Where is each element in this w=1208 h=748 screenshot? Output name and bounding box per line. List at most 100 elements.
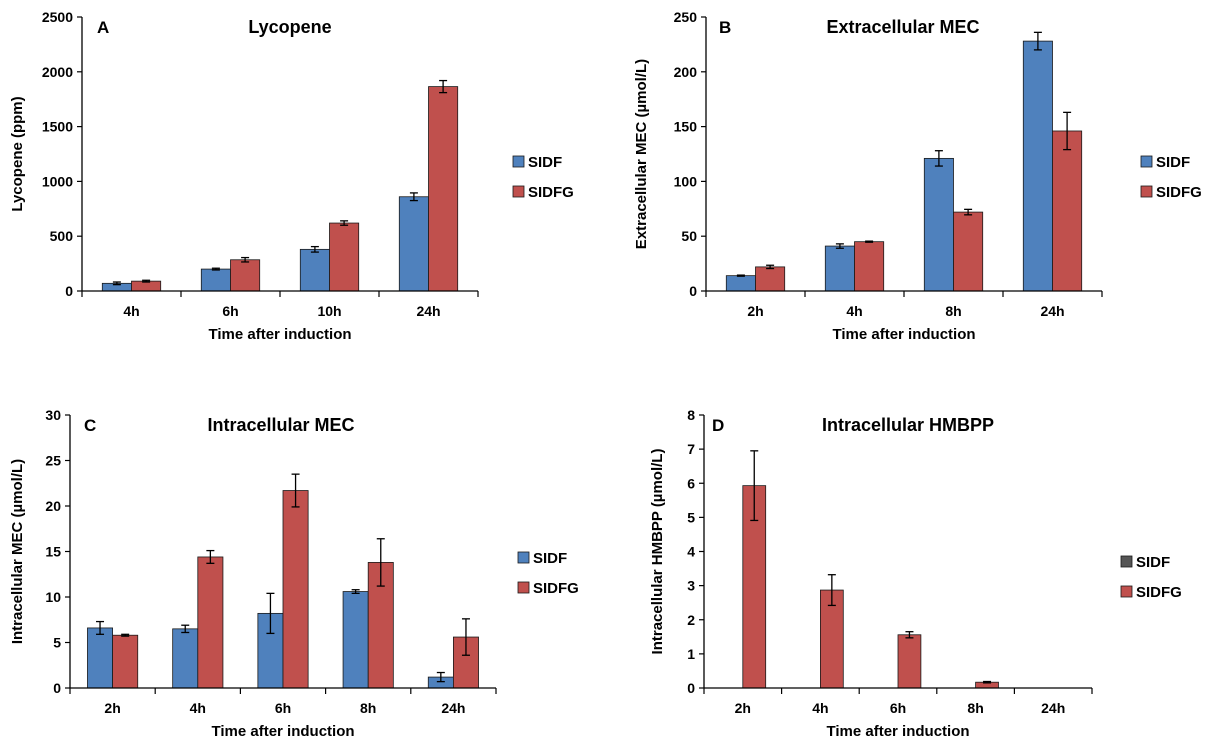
panel-letter-b: B [719,18,731,37]
x-tick-label-d: 24h [1041,700,1065,716]
bar-a-sidfg-24h [428,86,459,292]
bar-b-sidf-2h [725,275,756,292]
y-tick-label-c: 25 [45,453,61,469]
y-tick-label-b: 0 [689,283,697,299]
y-tick-label-d: 8 [687,407,695,423]
bar-a-sidfg-6h [230,259,261,292]
y-tick-label-c: 0 [53,680,61,696]
y-tick-label-a: 2500 [42,9,73,25]
y-tick-label-c: 10 [45,589,61,605]
x-axis-title-c: Time after induction [211,723,354,740]
legend-label-a-sidfg: SIDFG [528,184,574,201]
x-tick-label-c: 4h [190,700,206,716]
bar-b-sidfg-4h [854,241,885,292]
y-axis-title-d: Intracellular HMBPP (µmol/L) [649,449,666,655]
legend-label-b-sidf: SIDF [1156,154,1190,171]
y-tick-label-c: 20 [45,498,61,514]
y-tick-label-b: 100 [674,173,698,189]
x-axis-title-b: Time after induction [832,326,975,343]
bar-b-sidf-4h [824,245,855,292]
bar-b-sidfg-8h [953,211,984,292]
x-axis-title-d: Time after induction [826,723,969,740]
bar-c-sidf-8h [342,591,369,689]
legend-label-b-sidfg: SIDFG [1156,184,1202,201]
bar-c-sidfg-2h [112,634,139,689]
y-axis-title-b: Extracellular MEC (µmol/L) [633,59,650,249]
y-tick-label-a: 2000 [42,64,73,80]
panel-letter-c: C [84,416,96,435]
y-tick-label-a: 1500 [42,119,73,135]
y-tick-label-d: 3 [687,578,695,594]
y-tick-label-d: 0 [687,680,695,696]
x-tick-label-b: 4h [846,303,862,319]
chart-title-d: Intracellular HMBPP [822,415,994,435]
y-tick-label-d: 4 [687,544,695,560]
legend-label-d-sidf: SIDF [1136,554,1170,571]
x-tick-label-c: 6h [275,700,291,716]
chart-title-c: Intracellular MEC [207,415,354,435]
y-tick-label-d: 5 [687,509,695,525]
bar-c-sidfg-4h [197,556,224,689]
x-tick-label-b: 8h [945,303,961,319]
y-axis-title-a: Lycopene (ppm) [9,96,26,211]
bar-a-sidf-6h [200,268,231,292]
y-tick-label-c: 15 [45,544,61,560]
y-axis-title-c: Intracellular MEC (µmol/L) [9,459,26,644]
x-tick-label-d: 4h [812,700,828,716]
y-tick-label-b: 50 [681,228,697,244]
x-tick-label-b: 2h [747,303,763,319]
x-tick-label-c: 8h [360,700,376,716]
bar-c-sidfg-6h [282,490,309,689]
x-tick-label-d: 8h [967,700,983,716]
y-tick-label-a: 0 [65,283,73,299]
chart-title-a: Lycopene [248,17,331,37]
panel-letter-d: D [712,416,724,435]
bar-b-sidfg-2h [755,266,786,292]
x-tick-label-a: 4h [123,303,139,319]
x-tick-label-d: 2h [735,700,751,716]
bar-c-sidf-4h [172,628,199,689]
bar-a-sidf-24h [398,196,429,292]
y-tick-label-d: 7 [687,441,695,457]
legend-label-c-sidf: SIDF [533,550,567,567]
bar-a-sidfg-10h [329,222,360,292]
legend-label-a-sidf: SIDF [528,154,562,171]
legend-label-c-sidfg: SIDFG [533,580,579,597]
x-tick-label-b: 24h [1040,303,1064,319]
x-tick-label-d: 6h [890,700,906,716]
panel-letter-a: A [97,18,109,37]
legend-swatch-c-sidfg [517,581,530,594]
x-tick-label-c: 2h [104,700,120,716]
bar-d-sidfg-6h [897,634,922,689]
bar-b-sidf-8h [923,157,954,292]
y-tick-label-b: 200 [674,64,698,80]
x-tick-label-a: 6h [222,303,238,319]
bar-b-sidfg-24h [1052,130,1083,292]
x-tick-label-a: 24h [416,303,440,319]
bar-c-sidf-2h [87,627,114,689]
legend-swatch-c-sidf [517,551,530,564]
legend-swatch-d-sidf [1120,555,1133,568]
legend-swatch-a-sidf [512,155,525,168]
legend-swatch-d-sidfg [1120,585,1133,598]
y-tick-label-b: 250 [674,9,698,25]
bar-a-sidf-10h [299,248,330,292]
legend-swatch-b-sidf [1140,155,1153,168]
legend-swatch-b-sidfg [1140,185,1153,198]
chart-title-b: Extracellular MEC [826,17,979,37]
y-tick-label-d: 1 [687,646,695,662]
legend-label-d-sidfg: SIDFG [1136,584,1182,601]
y-tick-label-d: 6 [687,475,695,491]
y-tick-label-c: 5 [53,635,61,651]
y-tick-label-b: 150 [674,119,698,135]
x-tick-label-a: 10h [317,303,341,319]
bar-b-sidf-24h [1022,40,1053,292]
y-tick-label-d: 2 [687,612,695,628]
y-tick-label-a: 1000 [42,173,73,189]
legend-swatch-a-sidfg [512,185,525,198]
y-tick-label-a: 500 [50,228,74,244]
x-tick-label-c: 24h [441,700,465,716]
x-axis-title-a: Time after induction [208,326,351,343]
